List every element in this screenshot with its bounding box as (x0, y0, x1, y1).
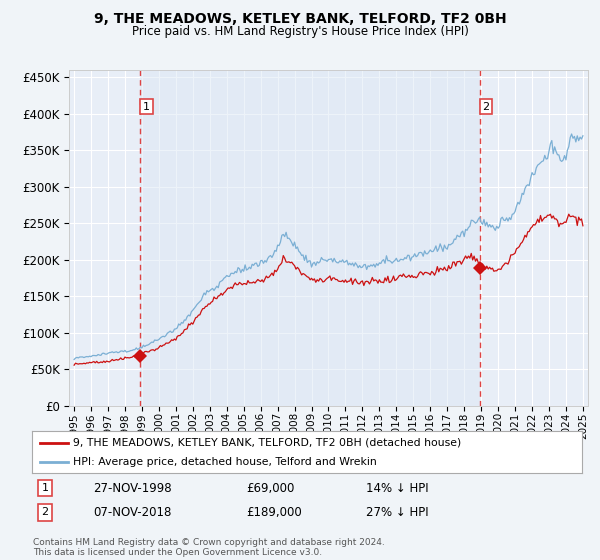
Text: 14% ↓ HPI: 14% ↓ HPI (366, 482, 428, 495)
Text: Price paid vs. HM Land Registry's House Price Index (HPI): Price paid vs. HM Land Registry's House … (131, 25, 469, 38)
Text: 27-NOV-1998: 27-NOV-1998 (93, 482, 172, 495)
Text: 1: 1 (41, 483, 49, 493)
Text: Contains HM Land Registry data © Crown copyright and database right 2024.
This d: Contains HM Land Registry data © Crown c… (33, 538, 385, 557)
Text: 9, THE MEADOWS, KETLEY BANK, TELFORD, TF2 0BH (detached house): 9, THE MEADOWS, KETLEY BANK, TELFORD, TF… (73, 437, 461, 447)
Text: 07-NOV-2018: 07-NOV-2018 (93, 506, 172, 519)
Text: HPI: Average price, detached house, Telford and Wrekin: HPI: Average price, detached house, Telf… (73, 457, 377, 467)
Text: 2: 2 (41, 507, 49, 517)
Text: 2: 2 (482, 101, 490, 111)
Text: 9, THE MEADOWS, KETLEY BANK, TELFORD, TF2 0BH: 9, THE MEADOWS, KETLEY BANK, TELFORD, TF… (94, 12, 506, 26)
Text: 1: 1 (143, 101, 150, 111)
Text: £69,000: £69,000 (246, 482, 295, 495)
Text: 27% ↓ HPI: 27% ↓ HPI (366, 506, 428, 519)
Bar (140, 70, 480, 406)
Text: £189,000: £189,000 (246, 506, 302, 519)
